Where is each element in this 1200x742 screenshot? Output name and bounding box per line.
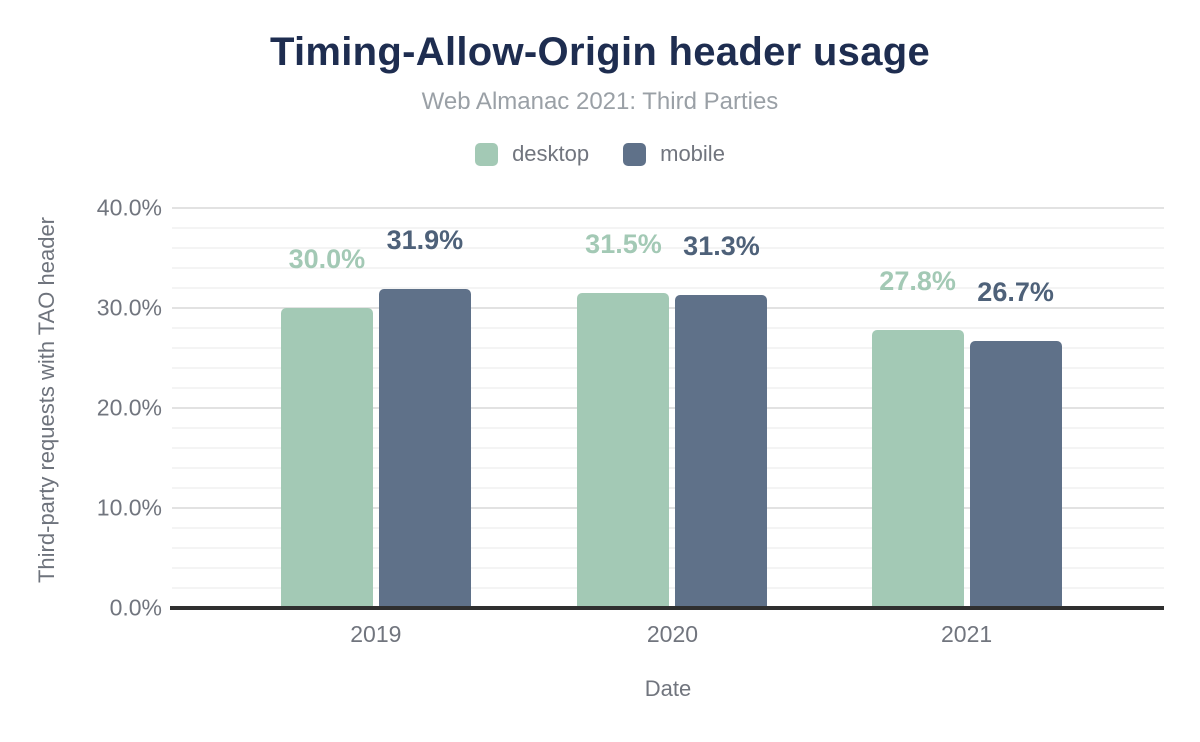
desktop-series-swatch: [475, 142, 499, 166]
x-tick-label: 2019: [350, 621, 402, 647]
legend-item-desktop[interactable]: desktop: [475, 141, 589, 167]
bar-label-mobile-2021: 26.7%: [977, 277, 1054, 307]
gridline-minor: [172, 227, 1164, 229]
bar-mobile-2021: [969, 341, 1062, 608]
y-tick-label: 10.0%: [96, 494, 162, 521]
bar-label-mobile-2020: 31.3%: [683, 231, 760, 261]
chart-title: Timing-Allow-Origin header usage: [269, 30, 931, 74]
y-tick-label: 0.0%: [109, 594, 162, 621]
bar-desktop-2020: [577, 293, 670, 608]
gridline-minor: [172, 247, 1164, 249]
y-tick-label: 20.0%: [96, 394, 162, 421]
bar-mobile-2019: [378, 289, 471, 608]
x-tick-label: 2020: [646, 621, 699, 647]
x-axis-title: Date: [644, 676, 692, 701]
mobile-series-swatch: [623, 142, 647, 166]
x-axis-line: [170, 606, 1164, 610]
y-tick-label: 40.0%: [96, 194, 162, 221]
legend: desktop mobile: [0, 141, 1200, 167]
legend-label-desktop: desktop: [512, 141, 590, 166]
x-tick-label: 2021: [940, 621, 993, 647]
bar-label-mobile-2019: 31.9%: [386, 225, 464, 255]
legend-label-mobile: mobile: [660, 141, 725, 166]
bar-desktop-2019: [280, 308, 373, 608]
bar-desktop-2021: [871, 330, 964, 608]
y-tick-label: 30.0%: [96, 294, 162, 321]
bar-label-desktop-2021: 27.8%: [879, 266, 956, 296]
bar-label-desktop-2020: 31.5%: [585, 229, 662, 259]
bar-mobile-2020: [675, 295, 768, 608]
gridline-major: [172, 207, 1164, 209]
chart-subtitle: Web Almanac 2021: Third Parties: [421, 88, 779, 115]
legend-item-mobile[interactable]: mobile: [623, 141, 725, 167]
gridline-minor: [172, 267, 1164, 269]
bar-label-desktop-2019: 30.0%: [288, 244, 366, 274]
gridline-minor: [172, 287, 1164, 289]
plot-area: Date 0.0% 10.0% 20.0% 30.0% 40.0% 30.0% 31.9% 2…: [97, 196, 1164, 701]
